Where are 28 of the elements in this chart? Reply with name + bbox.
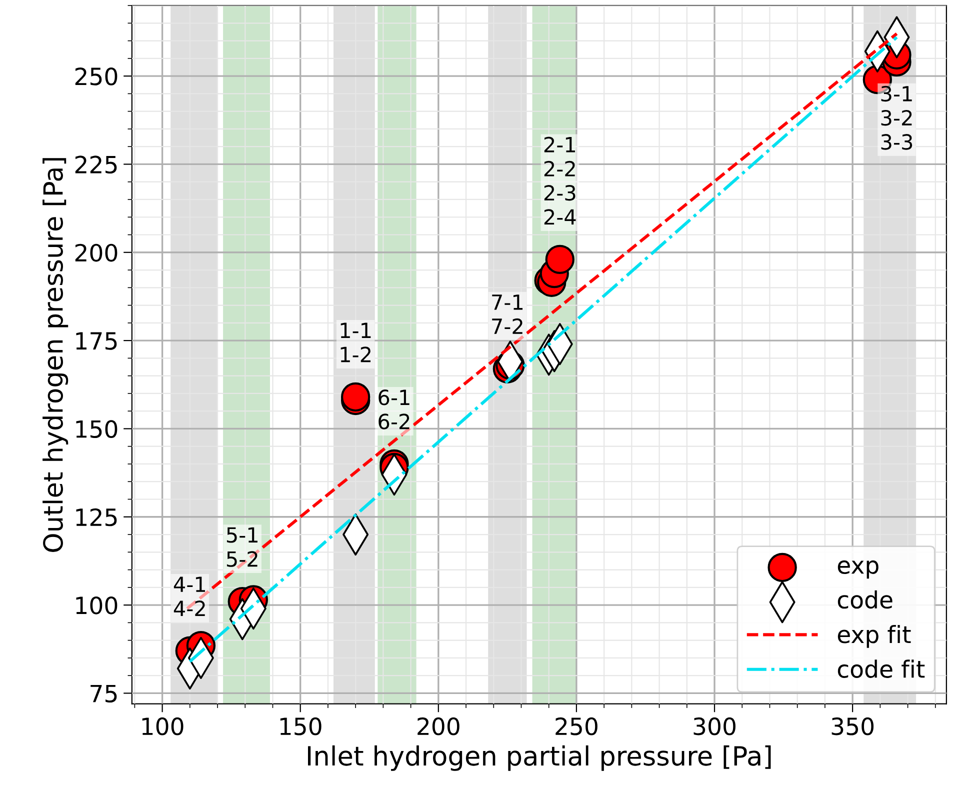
y-tick-label: 125 [76,508,117,526]
legend-label: code [838,590,892,609]
legend-label: exp fit [838,625,911,648]
point [545,244,574,274]
x-tick-label: 100 [142,717,184,736]
y-tick-label: 75 [90,684,117,703]
y-tick-label: 200 [75,244,118,262]
y-tick-label: 225 [75,156,117,174]
y-tick-label: 150 [76,420,118,438]
x-tick-label: 250 [556,717,598,736]
y-axis-title: Outlet hydrogen pressure [Pa] [42,158,68,552]
x-axis-title: Inlet hydrogen partial pressure [Pa] [308,745,771,771]
x-tick-label: 200 [418,717,460,736]
annotation: 6-1 6-2 [378,390,410,430]
y-tick-label: 100 [76,596,118,614]
annotation: 5-1 5-2 [226,527,258,567]
legend-label: exp [838,560,878,579]
x-tick-label: 350 [832,717,874,736]
annotation: 4-1 4-2 [174,576,205,616]
x-tick-label: 300 [694,717,736,736]
annotation: 7-1 7-2 [492,294,523,334]
y-tick-label: 175 [76,332,117,350]
annotation: 2-1 2-2 2-3 2-4 [544,136,576,225]
annotation: 3-1 3-2 3-3 [881,86,912,150]
legend-label: code fit [838,660,925,678]
x-tick-label: 150 [280,717,322,736]
y-tick-label: 250 [75,68,118,86]
annotation: 1-1 1-2 [340,322,371,362]
